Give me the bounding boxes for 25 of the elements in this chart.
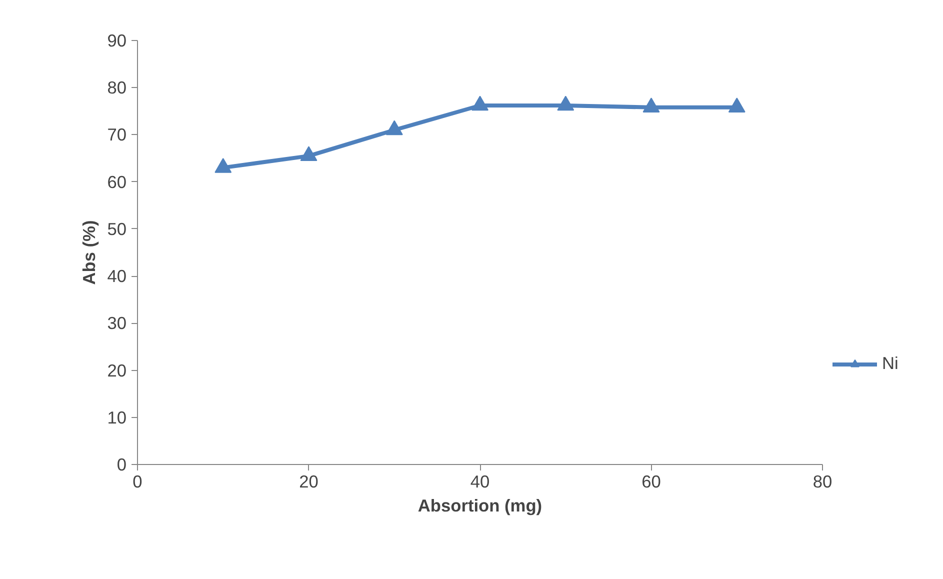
point (472, 96, 488, 111)
y-tick-label: 30 (107, 313, 127, 334)
point (386, 120, 403, 136)
y-axis-title: Abs (%) (79, 220, 100, 285)
y-tick-label: 50 (107, 218, 127, 239)
y-tick-label: 10 (107, 407, 127, 428)
point (728, 98, 746, 113)
point (557, 96, 574, 111)
y-tick-label: 70 (107, 124, 127, 145)
legend-label: Ni (882, 353, 900, 374)
y-tick-label: 60 (107, 172, 127, 192)
y-tick-label: 0 (116, 454, 127, 474)
y-tick-label: 90 (107, 30, 127, 50)
x-tick-label: 20 (299, 472, 318, 492)
x-tick-label: 40 (470, 472, 490, 492)
point (300, 146, 318, 162)
y-tick-label: 80 (107, 78, 127, 98)
x-axis-title: Absortion (mg) (418, 496, 542, 516)
x-tick-label: 80 (812, 472, 832, 492)
y-tick-label: 20 (107, 360, 127, 380)
x-tick-label: 0 (132, 472, 142, 492)
x-tick-label: 60 (642, 472, 661, 492)
point (214, 158, 232, 173)
y-tick-label: 40 (107, 266, 127, 286)
point (642, 98, 660, 113)
